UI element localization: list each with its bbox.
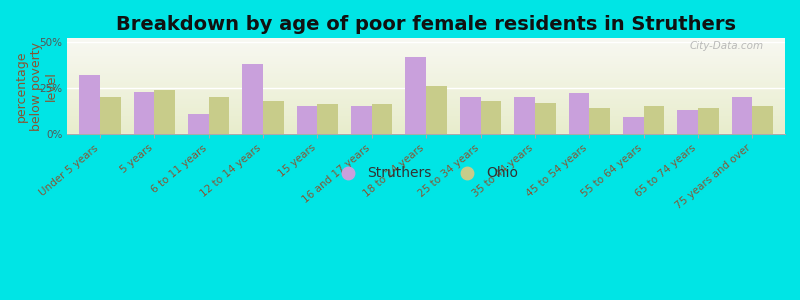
Bar <box>134 92 154 134</box>
Legend: Struthers, Ohio: Struthers, Ohio <box>329 161 524 186</box>
Bar <box>481 101 501 134</box>
Bar <box>154 90 175 134</box>
Bar <box>263 101 284 134</box>
Bar <box>569 93 590 134</box>
Bar <box>406 57 426 134</box>
Bar <box>460 97 481 134</box>
Bar <box>79 75 100 134</box>
Bar <box>644 106 664 134</box>
Bar <box>698 108 718 134</box>
Bar <box>188 113 209 134</box>
Text: City-Data.com: City-Data.com <box>690 41 763 51</box>
Bar <box>535 103 555 134</box>
Bar <box>372 104 393 134</box>
Bar <box>351 106 372 134</box>
Bar <box>426 86 446 134</box>
Bar <box>514 97 535 134</box>
Bar <box>100 97 121 134</box>
Bar <box>752 106 773 134</box>
Bar <box>242 64 263 134</box>
Bar <box>732 97 752 134</box>
Bar <box>678 110 698 134</box>
Title: Breakdown by age of poor female residents in Struthers: Breakdown by age of poor female resident… <box>116 15 736 34</box>
Bar <box>590 108 610 134</box>
Bar <box>318 104 338 134</box>
Bar <box>209 97 230 134</box>
Bar <box>297 106 318 134</box>
Bar <box>623 117 644 134</box>
Y-axis label: percentage
below poverty
level: percentage below poverty level <box>15 41 58 130</box>
